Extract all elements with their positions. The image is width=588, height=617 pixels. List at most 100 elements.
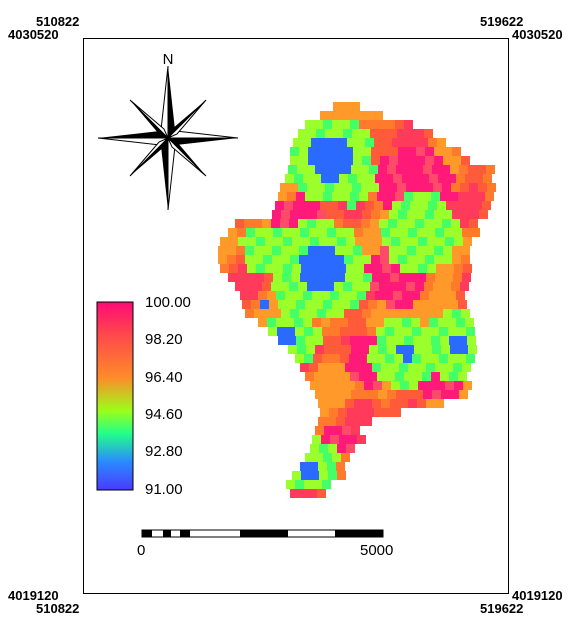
raster-cell [351, 345, 360, 354]
raster-cell [456, 291, 465, 300]
raster-cell [454, 237, 463, 246]
raster-cell [362, 210, 371, 219]
raster-cell [461, 255, 470, 264]
raster-cell [459, 165, 468, 174]
raster-cell [328, 444, 337, 453]
raster-cell [295, 327, 304, 336]
raster-cell [425, 255, 434, 264]
raster-cell [371, 246, 380, 255]
raster-cell [476, 192, 485, 201]
raster-cell [419, 138, 428, 147]
raster-cell [434, 210, 443, 219]
raster-cell [332, 453, 341, 462]
raster-cell [335, 147, 344, 156]
raster-cell [425, 309, 434, 318]
raster-cell [341, 300, 350, 309]
raster-cell [361, 282, 370, 291]
raster-cell [326, 246, 335, 255]
raster-cell [381, 363, 390, 372]
raster-cell [322, 480, 331, 489]
raster-cell [377, 300, 386, 309]
raster-cell [424, 219, 433, 228]
raster-cell [431, 192, 440, 201]
raster-cell [318, 363, 327, 372]
raster-cell [359, 372, 368, 381]
raster-cell [427, 237, 436, 246]
raster-cell [393, 318, 402, 327]
top-left-easting: 510822 [36, 14, 80, 29]
raster-cell [449, 192, 458, 201]
raster-cell [390, 363, 399, 372]
raster-cell [471, 228, 480, 237]
raster-cell [351, 165, 360, 174]
raster-cell [287, 192, 296, 201]
raster-cell [365, 201, 374, 210]
raster-cell [330, 174, 339, 183]
raster-cell [319, 381, 328, 390]
raster-cell [342, 345, 351, 354]
raster-cell [286, 327, 295, 336]
raster-cell [414, 165, 423, 174]
raster-cell [452, 255, 461, 264]
raster-cell [359, 120, 368, 129]
raster-cell [339, 318, 348, 327]
raster-cell [458, 300, 467, 309]
raster-cell [447, 318, 456, 327]
raster-cell [393, 291, 402, 300]
raster-cell [315, 390, 324, 399]
raster-cell [453, 228, 462, 237]
raster-cell [310, 444, 319, 453]
raster-cell [300, 462, 309, 471]
raster-cell [420, 291, 429, 300]
raster-cell [379, 219, 388, 228]
raster-cell [386, 192, 395, 201]
raster-cell [307, 129, 316, 138]
raster-cell [294, 318, 303, 327]
bottom-left-northing: 4019120 [8, 588, 59, 603]
raster-cell [308, 309, 317, 318]
raster-cell [398, 147, 407, 156]
raster-cell [429, 174, 438, 183]
raster-cell [402, 174, 411, 183]
raster-cell [314, 336, 323, 345]
raster-cell [218, 246, 227, 255]
raster-cell [424, 183, 433, 192]
raster-cell [406, 183, 415, 192]
raster-cell [357, 435, 366, 444]
raster-cell [350, 300, 359, 309]
raster-cell [461, 156, 470, 165]
raster-cell [485, 192, 494, 201]
raster-cell [440, 336, 449, 345]
raster-cell [461, 246, 470, 255]
raster-cell [338, 408, 347, 417]
raster-cell [362, 246, 371, 255]
raster-cell [323, 372, 332, 381]
raster-cell [272, 309, 281, 318]
raster-cell [389, 309, 398, 318]
raster-cell [388, 282, 397, 291]
raster-cell [435, 363, 444, 372]
raster-cell [298, 219, 307, 228]
raster-cell [384, 291, 393, 300]
raster-cell [386, 336, 395, 345]
raster-cell [459, 345, 468, 354]
raster-cell [380, 210, 389, 219]
raster-cell [420, 318, 429, 327]
raster-cell [400, 264, 409, 273]
raster-cell [334, 282, 343, 291]
raster-cell [392, 408, 401, 417]
raster-cell [228, 228, 237, 237]
raster-cell [323, 300, 332, 309]
raster-cell [440, 192, 449, 201]
raster-cell [392, 201, 401, 210]
raster-cell [408, 228, 417, 237]
raster-cell [354, 417, 363, 426]
raster-cell [447, 174, 456, 183]
raster-cell [304, 327, 313, 336]
raster-cell [460, 183, 469, 192]
raster-cell [309, 273, 318, 282]
raster-cell [403, 354, 412, 363]
raster-cell [335, 156, 344, 165]
raster-cell [460, 219, 469, 228]
raster-cell [309, 228, 318, 237]
